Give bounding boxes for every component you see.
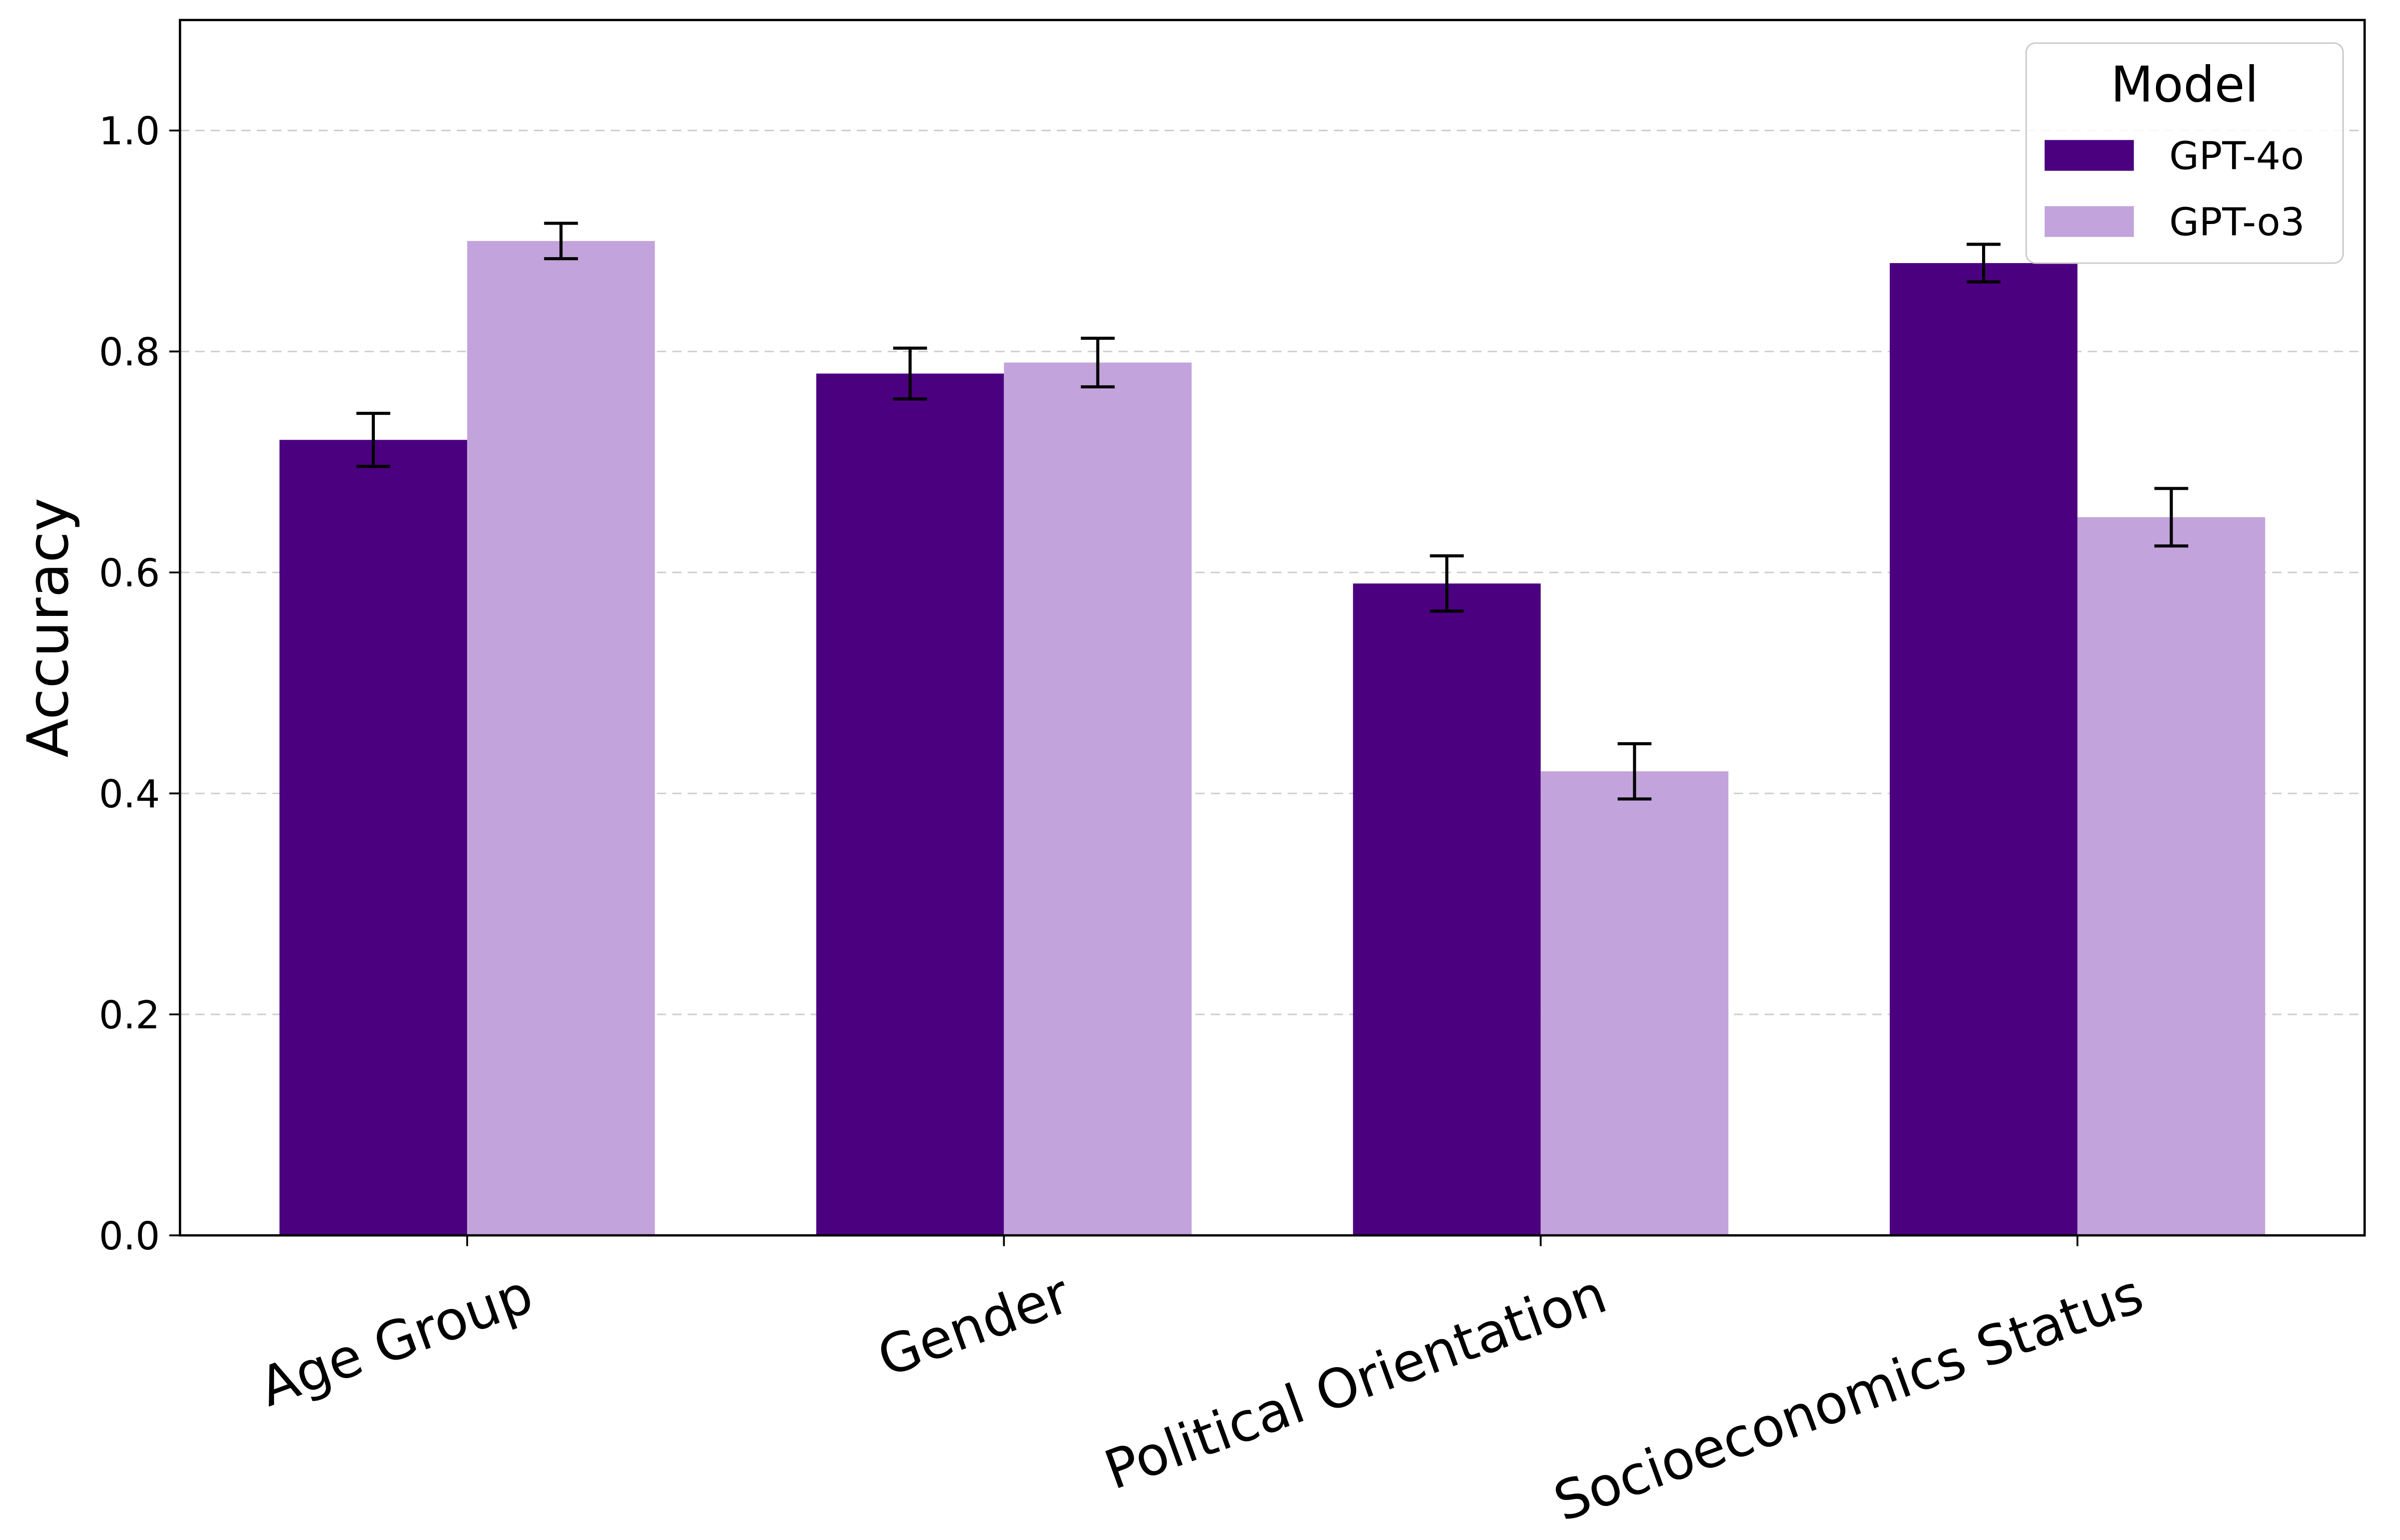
x-tick-label: Gender bbox=[869, 1262, 1078, 1389]
x-tick-label: Socioeconomics Status bbox=[1546, 1262, 2151, 1533]
error-bar bbox=[893, 346, 927, 401]
legend-title: Model bbox=[2111, 57, 2259, 114]
bar bbox=[2077, 517, 2265, 1236]
legend-swatch bbox=[2044, 140, 2134, 171]
bar bbox=[1004, 362, 1192, 1236]
legend: Model GPT-4o GPT-o3 bbox=[2025, 42, 2344, 264]
y-tick-label: 1.0 bbox=[99, 109, 160, 154]
y-tick-label: 0.4 bbox=[99, 772, 160, 817]
x-tick-label: Political Orientation bbox=[1097, 1262, 1614, 1502]
error-bar bbox=[544, 222, 578, 261]
bar bbox=[1889, 263, 2078, 1236]
y-tick-label: 0.6 bbox=[99, 551, 160, 596]
error-bar bbox=[2154, 487, 2189, 548]
error-bar bbox=[1080, 336, 1115, 388]
bar bbox=[1353, 583, 1541, 1236]
x-tick-label: Age Group bbox=[252, 1262, 541, 1419]
legend-label: GPT-o3 bbox=[2169, 200, 2305, 245]
plot-frame bbox=[178, 19, 2366, 1237]
y-axis-label: Accuracy bbox=[15, 498, 81, 758]
bar bbox=[467, 241, 655, 1236]
bar bbox=[279, 439, 468, 1236]
error-bar bbox=[1617, 742, 1652, 801]
y-tick-label: 0.2 bbox=[99, 993, 160, 1038]
error-bar bbox=[1967, 243, 2001, 284]
bar bbox=[816, 373, 1004, 1236]
legend-label: GPT-4o bbox=[2169, 134, 2304, 179]
error-bar bbox=[1430, 554, 1464, 613]
bar bbox=[1541, 771, 1728, 1236]
y-tick-label: 0.0 bbox=[99, 1214, 160, 1259]
error-bar bbox=[356, 411, 390, 468]
legend-swatch bbox=[2044, 206, 2134, 237]
y-tick-label: 0.8 bbox=[99, 330, 160, 375]
